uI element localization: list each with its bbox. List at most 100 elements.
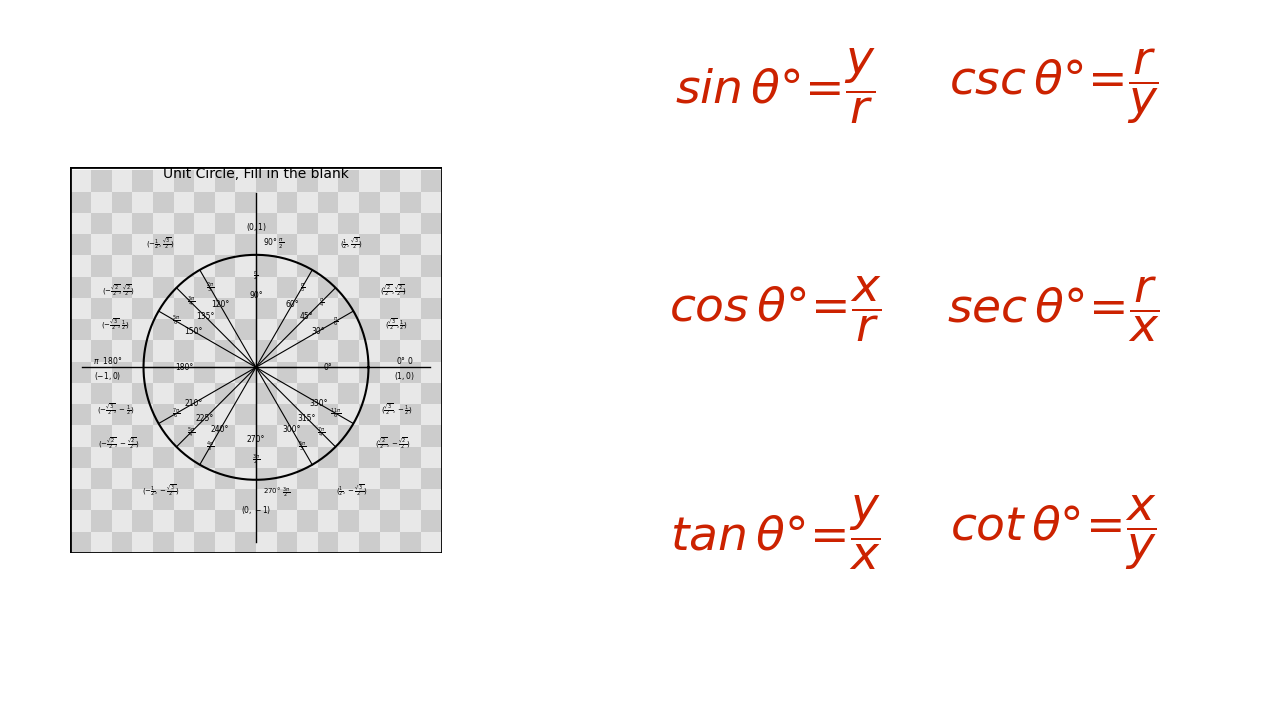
Bar (256, 171, 276, 192)
Bar (215, 404, 236, 426)
Bar (401, 361, 421, 383)
Bar (174, 276, 195, 298)
Bar (256, 468, 276, 489)
Text: $(-\frac{1}{2},-\frac{\sqrt{3}}{2})$: $(-\frac{1}{2},-\frac{\sqrt{3}}{2})$ (142, 484, 179, 498)
Bar (360, 510, 380, 531)
Bar (215, 256, 236, 276)
Bar (215, 531, 236, 553)
Text: $(1,0)$: $(1,0)$ (394, 370, 415, 382)
Bar (380, 361, 401, 383)
Text: $(\frac{\sqrt{3}}{2},\frac{1}{2})$: $(\frac{\sqrt{3}}{2},\frac{1}{2})$ (385, 317, 408, 332)
Bar (297, 489, 317, 510)
Bar (215, 468, 236, 489)
Bar (236, 192, 256, 213)
Bar (276, 192, 297, 213)
Bar (380, 468, 401, 489)
Bar (421, 319, 442, 341)
Bar (132, 298, 152, 319)
Bar (215, 361, 236, 383)
Bar (297, 213, 317, 234)
Bar (152, 319, 174, 341)
Bar (215, 489, 236, 510)
Text: $(\frac{1}{2},-\frac{\sqrt{3}}{2})$: $(\frac{1}{2},-\frac{\sqrt{3}}{2})$ (335, 484, 367, 498)
Text: $(-\frac{\sqrt{2}}{2},-\frac{\sqrt{2}}{2})$: $(-\frac{\sqrt{2}}{2},-\frac{\sqrt{2}}{2… (99, 436, 140, 451)
Text: 180°: 180° (175, 363, 193, 372)
Bar (132, 361, 152, 383)
Bar (401, 171, 421, 192)
Bar (421, 489, 442, 510)
Bar (174, 234, 195, 256)
Bar (276, 256, 297, 276)
Bar (276, 404, 297, 426)
Bar (111, 298, 132, 319)
Bar (111, 426, 132, 446)
Bar (338, 383, 360, 404)
Text: $\mathit{csc}\,\theta°\!=\!\dfrac{r}{y}$: $\mathit{csc}\,\theta°\!=\!\dfrac{r}{y}$ (948, 47, 1158, 126)
Bar (297, 468, 317, 489)
Bar (317, 256, 338, 276)
Bar (70, 298, 91, 319)
Bar (70, 446, 91, 468)
Bar (401, 426, 421, 446)
Bar (256, 510, 276, 531)
Bar (174, 213, 195, 234)
Bar (297, 531, 317, 553)
Bar (276, 383, 297, 404)
Bar (236, 446, 256, 468)
Bar (174, 319, 195, 341)
Text: $\frac{5\pi}{6}$: $\frac{5\pi}{6}$ (172, 314, 180, 328)
Bar (195, 256, 215, 276)
Bar (174, 383, 195, 404)
Bar (297, 404, 317, 426)
Bar (152, 383, 174, 404)
Bar (152, 171, 174, 192)
Bar (338, 192, 360, 213)
Bar (195, 361, 215, 383)
Text: $(0,-1)$: $(0,-1)$ (241, 504, 271, 516)
Bar (91, 276, 111, 298)
Text: 30°: 30° (311, 327, 325, 336)
Text: $(\frac{1}{2},\frac{\sqrt{3}}{2})$: $(\frac{1}{2},\frac{\sqrt{3}}{2})$ (340, 236, 364, 251)
Bar (276, 361, 297, 383)
Bar (236, 404, 256, 426)
Bar (297, 341, 317, 361)
Bar (174, 446, 195, 468)
Bar (174, 341, 195, 361)
Bar (174, 489, 195, 510)
Bar (360, 383, 380, 404)
Text: 90°: 90° (250, 291, 262, 300)
Bar (91, 341, 111, 361)
Bar (421, 446, 442, 468)
Bar (70, 361, 91, 383)
Bar (317, 213, 338, 234)
Bar (276, 171, 297, 192)
Bar (174, 361, 195, 383)
Bar (380, 234, 401, 256)
Text: 240°: 240° (211, 425, 229, 434)
Bar (360, 234, 380, 256)
Bar (195, 510, 215, 531)
Bar (70, 171, 91, 192)
Bar (360, 298, 380, 319)
Bar (256, 361, 276, 383)
Bar (91, 213, 111, 234)
Bar (380, 341, 401, 361)
Bar (276, 213, 297, 234)
Bar (380, 426, 401, 446)
Bar (215, 213, 236, 234)
Bar (256, 276, 276, 298)
Bar (276, 298, 297, 319)
Bar (421, 276, 442, 298)
Text: 225°: 225° (196, 414, 214, 423)
Bar (380, 319, 401, 341)
Bar (360, 446, 380, 468)
Bar (276, 276, 297, 298)
Text: $(-\frac{\sqrt{2}}{2},\frac{\sqrt{2}}{2})$: $(-\frac{\sqrt{2}}{2},\frac{\sqrt{2}}{2}… (102, 284, 136, 298)
Bar (317, 383, 338, 404)
Bar (317, 510, 338, 531)
Bar (111, 489, 132, 510)
Bar (111, 319, 132, 341)
Bar (195, 234, 215, 256)
Bar (401, 276, 421, 298)
Bar (174, 531, 195, 553)
